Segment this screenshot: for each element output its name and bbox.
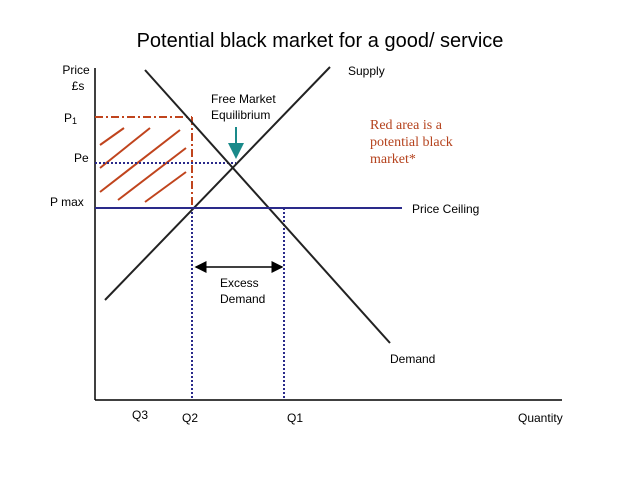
p1-sub: 1 — [72, 116, 77, 126]
equilibrium-label: Free Market — [211, 92, 276, 106]
quantity-label: Q3 — [132, 408, 148, 422]
excess-label: Excess — [220, 276, 259, 290]
excess-label: Demand — [220, 292, 265, 306]
y-label: Price — [62, 63, 90, 77]
title: Potential black market for a good/ servi… — [137, 30, 504, 52]
p1-main: P — [64, 111, 72, 125]
price-label: Pe — [74, 151, 89, 165]
demand-curve — [144, 69, 391, 344]
quantity-label: Q2 — [182, 411, 198, 425]
demand-label: Demand — [390, 352, 435, 366]
quantity-label: Q1 — [287, 411, 303, 425]
equilibrium-label: Equilibrium — [211, 108, 270, 122]
supply-label: Supply — [348, 64, 385, 78]
x-label: Quantity — [518, 411, 563, 425]
black-market-hatch — [99, 127, 187, 203]
note: Red area is a — [370, 118, 443, 133]
note: potential black — [370, 135, 453, 150]
ceiling-label: Price Ceiling — [412, 202, 479, 216]
note: market* — [370, 152, 416, 167]
price-label: P1 — [64, 111, 77, 126]
price-label: P max — [50, 195, 84, 209]
supply-curve — [104, 66, 331, 301]
y-label: £s — [72, 79, 85, 93]
